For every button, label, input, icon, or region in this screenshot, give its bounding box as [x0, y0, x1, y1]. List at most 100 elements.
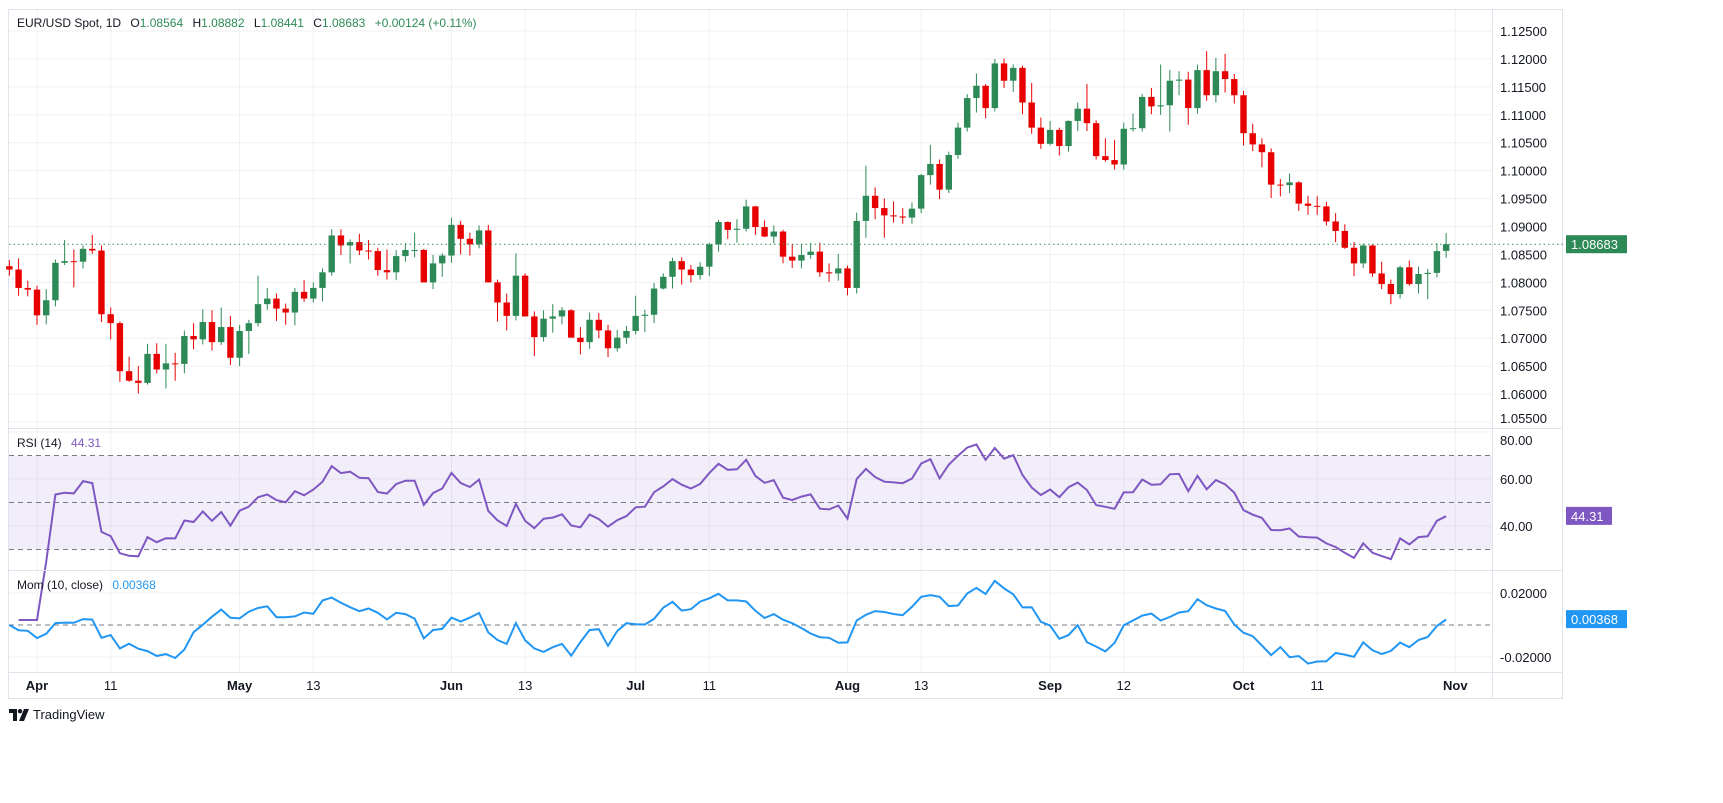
candle-body: [770, 231, 777, 237]
candle: [724, 221, 731, 239]
candle: [660, 273, 667, 290]
price-pane[interactable]: [6, 51, 1566, 394]
candle: [770, 225, 777, 244]
candle-body: [466, 238, 474, 245]
candle: [70, 249, 78, 288]
rsi-title: RSI (14): [17, 436, 62, 450]
candle: [181, 330, 188, 374]
rsi-tick-label: 40.00: [1500, 519, 1533, 534]
candle-body: [1304, 203, 1312, 206]
candle-body: [641, 314, 649, 316]
low-label: L: [254, 16, 261, 30]
candle: [1406, 260, 1413, 286]
grid-lines: [9, 10, 1492, 672]
candle-body: [503, 302, 510, 316]
candle-body: [15, 269, 22, 288]
candle: [954, 122, 962, 159]
candle-body: [982, 85, 989, 109]
candle: [825, 263, 833, 282]
mom-tick-label: 0.02000: [1500, 586, 1547, 601]
candle-body: [273, 298, 280, 309]
tradingview-logo[interactable]: TradingView: [9, 707, 105, 722]
candle: [33, 285, 41, 325]
candle: [135, 366, 142, 394]
candle-body: [844, 268, 851, 288]
candle: [650, 282, 658, 324]
candle-body: [724, 222, 731, 230]
candle: [1304, 195, 1312, 215]
header-legend: EUR/USD Spot, 1D O1.08564 H1.08882 L1.08…: [17, 16, 477, 30]
price-tick-label: 1.09000: [1500, 220, 1547, 235]
last-price-label: 1.08683: [1571, 237, 1618, 252]
candle-body: [457, 224, 464, 239]
candle: [475, 225, 483, 249]
candle-body: [1139, 96, 1146, 129]
candle-body: [632, 315, 639, 331]
axes: Apr 11 May 13 Jun 13 Jul 11 Aug 13 Sep 12 Oct 11 Nov 1.…: [26, 24, 1627, 693]
candle-body: [1295, 182, 1302, 204]
price-tick-label: 1.11500: [1500, 80, 1546, 95]
candle-body: [1065, 120, 1072, 147]
candle: [1120, 122, 1127, 170]
candle-body: [706, 244, 713, 267]
candle-body: [752, 206, 759, 228]
candle-body: [264, 298, 271, 305]
candle-body: [254, 304, 262, 324]
candle-body: [1046, 129, 1054, 144]
candle: [632, 295, 639, 335]
candle-body: [908, 208, 916, 218]
candle-body: [494, 282, 501, 303]
candle: [982, 84, 989, 119]
candle: [402, 243, 409, 262]
candle: [1074, 102, 1081, 131]
candle-body: [595, 319, 603, 331]
rsi-pane[interactable]: [9, 443, 1492, 621]
candle-body: [1111, 160, 1118, 165]
candle: [1277, 179, 1284, 197]
candle-body: [1442, 244, 1450, 251]
candle: [494, 279, 501, 322]
candle: [429, 254, 437, 290]
candle-body: [107, 314, 114, 324]
candle-body: [512, 275, 520, 316]
candle: [1019, 65, 1026, 115]
candle: [1350, 242, 1358, 277]
close-value: 1.08683: [322, 16, 366, 30]
candle: [1056, 127, 1063, 156]
rsi-tick-label: 60.00: [1500, 472, 1533, 487]
candle-body: [70, 261, 78, 263]
x-tick-label: Jul: [626, 678, 645, 693]
candle: [171, 352, 179, 381]
candle-body: [577, 337, 584, 343]
candle: [881, 198, 888, 238]
candle-body: [789, 256, 796, 261]
x-tick-label: May: [227, 678, 253, 693]
candle-body: [245, 323, 253, 331]
candle: [1387, 279, 1395, 305]
candle-body: [1378, 273, 1385, 285]
candle-body: [208, 322, 216, 343]
candle-body: [6, 266, 13, 270]
candle: [816, 242, 824, 277]
candle-body: [1240, 95, 1247, 134]
candle-body: [1369, 245, 1376, 274]
candle: [991, 58, 999, 112]
candle-body: [383, 270, 391, 273]
candle-body: [678, 261, 685, 270]
x-tick-label: Nov: [1443, 678, 1468, 693]
candle: [199, 309, 206, 345]
candle-body: [742, 206, 750, 229]
candle-body: [1166, 80, 1174, 106]
x-tick-label: Jun: [440, 678, 463, 693]
candle: [356, 233, 363, 255]
price-tick-label: 1.07500: [1500, 303, 1547, 318]
candle-body: [964, 98, 971, 128]
candle: [687, 265, 695, 283]
last-price-badge: [1566, 235, 1627, 254]
candle-body: [669, 261, 676, 277]
candle-body: [43, 300, 50, 316]
candle: [742, 199, 750, 232]
momentum-pane[interactable]: [8, 579, 1492, 665]
candle-body: [135, 380, 142, 383]
